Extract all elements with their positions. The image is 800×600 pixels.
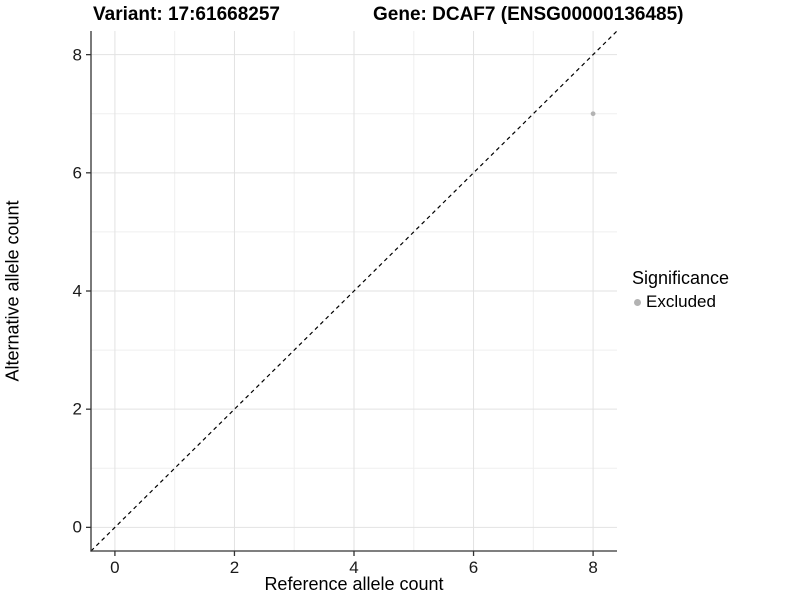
legend-item-label: Excluded [646, 292, 716, 311]
legend: Significance Excluded [632, 268, 729, 312]
y-axis-title: Alternative allele count [2, 200, 23, 382]
plot-title-variant: Variant: 17:61668257 [93, 4, 280, 25]
x-tick-label: 0 [110, 558, 120, 577]
x-axis-title: Reference allele count [264, 574, 444, 594]
y-tick-label: 0 [72, 517, 82, 537]
y-tick-label: 2 [72, 399, 82, 419]
legend-marker-dot-icon [634, 298, 641, 306]
data-point [590, 111, 596, 117]
y-tick-label: 8 [72, 45, 82, 65]
legend-title: Significance [632, 268, 730, 288]
x-tick-label: 2 [229, 558, 240, 577]
identity-dashed-line [90, 30, 618, 552]
x-tick-label: 4 [349, 558, 359, 577]
plot-title-gene: Gene: DCAF7 (ENSG00000136485) [373, 4, 684, 25]
x-tick-label: 8 [588, 558, 598, 577]
legend-item-excluded: Excluded [632, 292, 729, 312]
x-tick-label: 6 [468, 558, 479, 577]
y-tick-label: 4 [72, 281, 82, 301]
y-tick-label: 6 [72, 163, 82, 183]
